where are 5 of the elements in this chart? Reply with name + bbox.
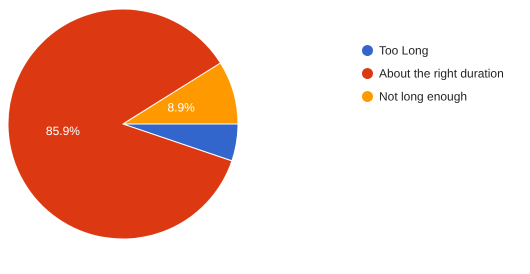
legend-label: Not long enough (379, 90, 468, 104)
legend-label: Too Long (379, 44, 428, 58)
data-label: 8.9% (167, 100, 196, 114)
legend-label: About the right duration (379, 66, 504, 80)
data-label: 85.9% (46, 124, 80, 138)
